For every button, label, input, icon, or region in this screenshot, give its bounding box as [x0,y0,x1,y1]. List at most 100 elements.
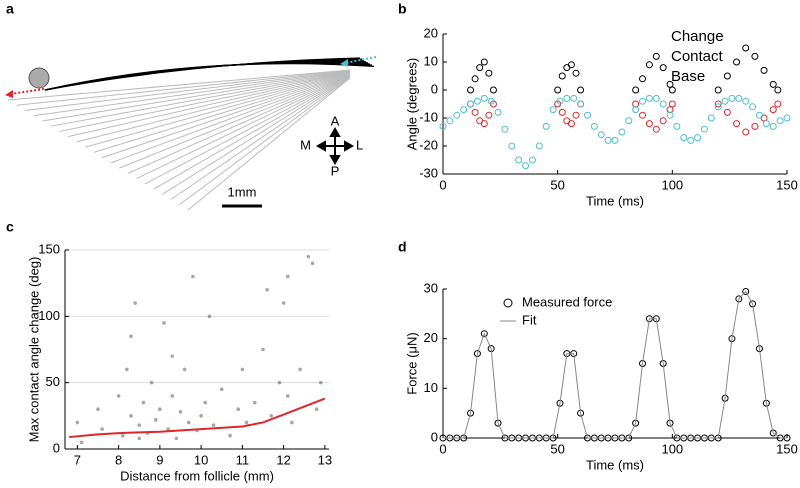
point [645,120,653,128]
point [668,86,676,94]
point [583,111,591,119]
point [473,97,481,105]
point [501,125,509,133]
point [508,142,516,150]
x-tick-label: 8 [115,452,122,467]
line [69,397,326,439]
point [728,94,736,102]
y-tick-label: 10 [424,380,438,395]
cyan-arrow [344,56,377,64]
point [769,80,777,88]
point [439,122,447,130]
point [489,86,497,94]
y-tick-label: 100 [38,308,60,323]
point [652,125,660,133]
point [714,100,722,108]
point [174,436,179,441]
whisker-gray [136,75,351,180]
point [471,108,479,116]
y-tick-label: 0 [431,81,438,96]
panel: b -30 -20 -10 0 10 20 0 50 100 150 Time (ms) Angle (… [398,1,798,209]
point [723,72,731,80]
point [199,414,203,418]
legend-label: Fit [522,312,537,327]
line [443,290,787,439]
point [476,64,484,72]
point [96,407,100,412]
point [742,287,750,295]
point [590,122,598,130]
panel: c 0 50 100 150 7 8 9 10 11 12 13 Distance from folli… [6,219,332,484]
whisker-gray [102,73,351,159]
whisker-black [44,62,375,91]
point [567,61,575,69]
point [567,120,575,128]
whisker-gray [76,72,351,143]
point [153,418,158,422]
whisker-gray [179,77,351,206]
point [285,274,290,279]
point [480,58,488,66]
whisker-gray [59,71,351,132]
legend-swatch [503,298,513,308]
point [487,97,495,105]
x-tick-label: 150 [776,177,798,192]
whisker-gray [170,76,351,200]
panel-a: a A P M L 1mm [5,1,377,211]
point [485,69,493,77]
point [733,58,741,66]
point [191,274,195,279]
point [694,134,702,142]
point [572,111,580,119]
point [522,162,530,170]
point [735,295,743,303]
point [659,100,667,108]
point [125,367,129,372]
point [480,94,488,102]
point [707,114,715,122]
point [632,106,640,114]
point [652,94,660,102]
point [572,69,580,77]
point [570,94,578,102]
point [494,108,502,116]
point [211,423,216,427]
cyan-arrowhead [340,59,348,67]
whisker-gray [127,74,351,174]
point [577,100,585,108]
y-tick-label: 0 [431,429,438,444]
point [733,120,741,128]
point [604,136,612,144]
point [158,407,162,412]
point [762,120,770,128]
point [285,394,290,398]
point [742,128,750,136]
y-axis-label: Force (μN) [404,332,419,394]
compass-label: L [356,137,363,152]
point [639,97,647,105]
point [742,97,750,105]
whisker-gray [93,73,351,153]
point [116,394,121,398]
point [141,400,146,405]
point [680,134,688,142]
point [446,117,454,125]
point [265,288,269,292]
x-tick-label: 10 [194,452,208,467]
point [714,86,722,94]
point [240,367,245,372]
red-arrow [9,88,45,95]
point [751,52,759,60]
y-tick-label: 10 [424,53,438,68]
point [515,156,523,164]
point [632,86,640,94]
point [480,120,488,128]
whisker-gray [7,69,351,101]
point [203,400,208,405]
point [79,440,84,445]
point [666,111,674,119]
legend-label: Change [671,28,724,45]
point [178,410,183,414]
point [162,321,166,325]
point [277,380,282,385]
